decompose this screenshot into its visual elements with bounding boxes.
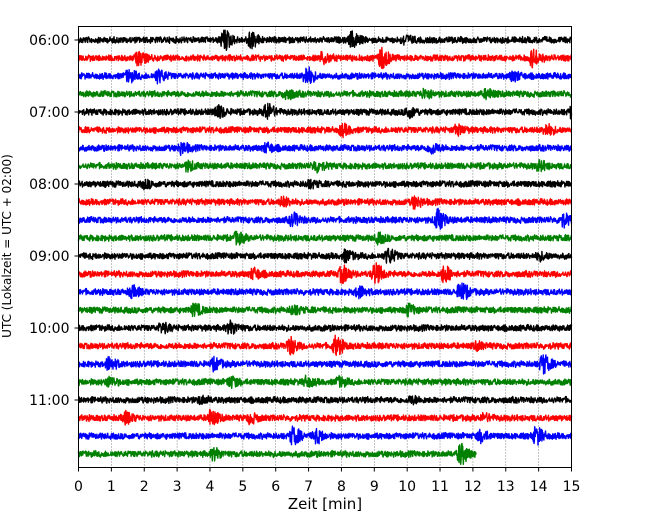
trace-1045 [77,374,573,390]
x-tick-label: 2 [140,479,149,495]
x-tick-label: 5 [238,479,247,495]
x-tick-label: 6 [271,479,280,495]
y-tick-label: 06:00 [29,33,69,49]
trace-0615 [77,46,573,70]
y-axis-title: UTC (Lokalzeit = UTC + 02:00) [0,154,14,338]
y-tick-label: 07:00 [29,105,69,121]
x-tick-label: 10 [398,479,416,495]
trace-0600 [77,29,572,51]
x-tick-label: 0 [74,479,83,495]
x-tick-label: 15 [563,479,581,495]
x-tick-label: 13 [497,479,515,495]
trace-1115 [77,409,573,426]
y-tick-label: 11:00 [29,393,69,409]
trace-1130 [77,425,573,446]
x-tick-label: 9 [370,479,379,495]
trace-0715 [77,122,573,139]
trace-0745 [77,159,573,174]
trace-0930 [77,282,573,301]
x-tick-label: 3 [173,479,182,495]
x-axis-ticks: 0 1 2 3 4 5 6 7 8 9 10 11 12 13 14 15 [74,467,581,495]
x-tick-label: 14 [530,479,548,495]
trace-0945 [77,302,572,318]
trace-0815 [77,195,573,210]
trace-0800 [77,178,573,191]
plot-frame [78,26,572,468]
x-axis-title: Zeit [min] [288,495,362,513]
trace-0700 [77,102,573,120]
trace-1000 [77,319,573,335]
trace-0630 [77,66,573,85]
trace-0845 [77,230,573,246]
trace-0830 [77,207,573,230]
x-tick-label: 11 [431,479,449,495]
x-tick-label: 4 [206,479,215,495]
x-tick-label: 12 [464,479,482,495]
trace-1030 [78,354,572,375]
x-tick-label: 7 [304,479,313,495]
x-tick-label: 1 [107,479,116,495]
seismogram-traces [77,29,573,466]
trace-0645 [77,87,573,101]
y-tick-label: 10:00 [29,321,69,337]
trace-1100 [78,394,573,406]
trace-1015 [77,334,573,357]
x-tick-label: 8 [337,479,346,495]
trace-1145 [77,442,477,466]
y-tick-label: 09:00 [29,249,69,265]
trace-0730 [78,141,573,157]
trace-0915 [77,262,573,285]
trace-0900 [77,247,573,264]
y-axis-ticks: 06:00 07:00 08:00 09:00 10:00 11:00 [29,33,79,409]
y-tick-label: 08:00 [29,177,69,193]
